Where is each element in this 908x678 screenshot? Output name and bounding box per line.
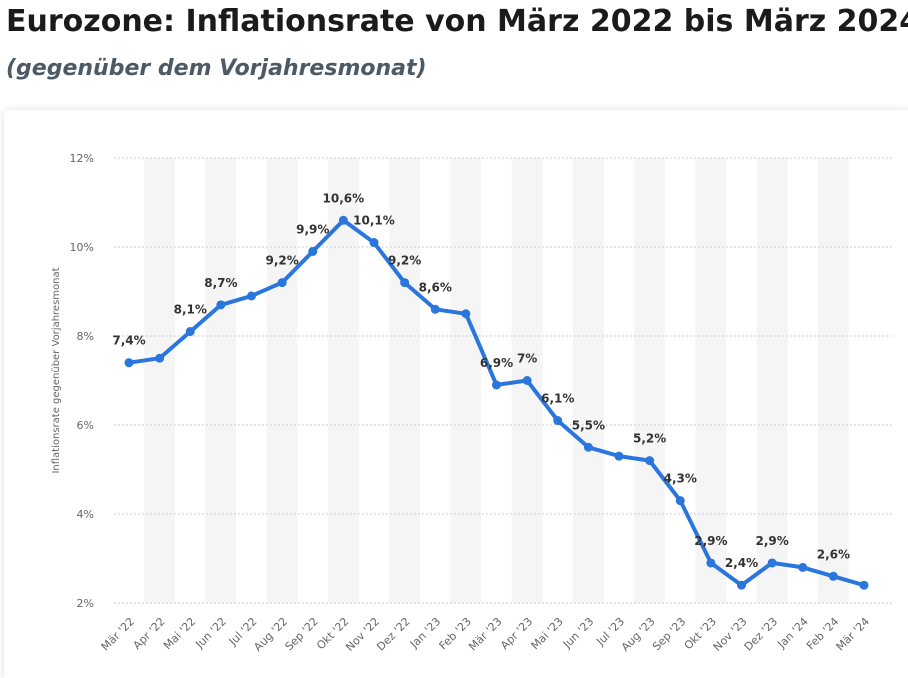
x-tick-label: Mai '23 [529, 615, 566, 652]
page-title: Eurozone: Inflationsrate von März 2022 b… [6, 4, 908, 39]
data-label: 2,9% [694, 534, 727, 548]
column-bands [144, 158, 849, 603]
data-point[interactable] [461, 309, 471, 319]
y-tick-label: 8% [77, 330, 94, 343]
column-band [266, 158, 298, 603]
inflation-line-chart: 2% 4% 6% 8% 10% 12% Inflationsrate gegenüber … [51, 152, 892, 654]
column-band [818, 158, 849, 603]
data-point[interactable] [400, 278, 410, 288]
data-label: 7,4% [112, 334, 145, 348]
data-point[interactable] [767, 558, 777, 568]
x-tick-label: Nov '22 [343, 615, 382, 654]
data-points [124, 215, 869, 590]
chart-card: 2% 4% 6% 8% 10% 12% Inflationsrate gegenüber … [4, 110, 908, 678]
data-label: 6,1% [541, 392, 574, 406]
data-label: 7% [517, 352, 537, 366]
x-tick-label: Mär '22 [99, 615, 137, 653]
x-tick-label: Apr '23 [498, 615, 535, 652]
data-label: 6,9% [480, 356, 513, 370]
data-label: 8,7% [204, 276, 237, 290]
y-gridlines [114, 157, 892, 604]
y-tick-label: 10% [70, 241, 94, 254]
data-point[interactable] [859, 580, 869, 590]
column-band [144, 158, 175, 603]
data-label: 2,4% [725, 556, 758, 570]
data-label: 9,2% [388, 254, 421, 268]
data-label: 5,5% [572, 418, 605, 432]
data-point[interactable] [798, 562, 808, 572]
data-point[interactable] [216, 300, 226, 310]
column-band [389, 158, 420, 603]
data-label: 4,3% [664, 472, 697, 486]
data-label: 10,1% [353, 214, 395, 228]
y-tick-label: 2% [77, 597, 94, 610]
data-point[interactable] [369, 238, 379, 248]
column-band [573, 158, 604, 603]
x-tick-label: Aug '23 [619, 615, 658, 654]
y-tick-labels: 2% 4% 6% 8% 10% 12% [70, 152, 94, 610]
column-band [205, 158, 237, 603]
x-tick-label: Dez '22 [374, 615, 413, 654]
data-point[interactable] [155, 353, 165, 363]
data-label: 9,9% [296, 222, 329, 236]
data-point[interactable] [247, 291, 256, 301]
x-tick-label: Mär '24 [834, 615, 872, 653]
data-label: 2,6% [817, 547, 850, 561]
data-label: 8,1% [174, 303, 207, 317]
data-point[interactable] [492, 380, 501, 390]
y-tick-label: 12% [70, 152, 94, 165]
data-point[interactable] [338, 215, 348, 225]
data-point[interactable] [675, 496, 685, 506]
y-tick-label: 6% [77, 419, 94, 432]
x-tick-label: Mai '22 [161, 615, 198, 652]
data-label: 8,6% [419, 280, 452, 294]
data-point[interactable] [277, 278, 287, 288]
data-point[interactable] [308, 246, 318, 256]
x-tick-label: Nov '23 [711, 615, 750, 654]
inflation-series-line [127, 218, 866, 588]
data-point[interactable] [737, 580, 746, 590]
x-tick-label: Dez '23 [742, 615, 781, 654]
data-label: 5,2% [633, 432, 666, 446]
page-subtitle: (gegenüber dem Vorjahresmonat) [6, 56, 427, 81]
x-tick-label: Sep '22 [283, 615, 321, 653]
x-tick-label: Mär '23 [466, 615, 504, 653]
y-tick-label: 4% [77, 508, 94, 521]
column-band [756, 158, 788, 603]
data-labels: 7,4% 8,1% 8,7% 9,2% 9,9% 10,6% 10,1% 9,2% 8,6% 6,… [112, 191, 850, 570]
column-band [450, 158, 482, 603]
x-tick-label: Aug '22 [251, 615, 290, 654]
data-point[interactable] [828, 571, 838, 581]
data-point[interactable] [645, 456, 655, 466]
x-tick-label: Apr '22 [131, 615, 168, 652]
data-label: 9,2% [265, 254, 298, 268]
data-point[interactable] [124, 358, 134, 368]
data-point[interactable] [706, 558, 716, 568]
x-tick-label: Jun '22 [192, 615, 229, 652]
data-point[interactable] [430, 304, 440, 314]
data-point[interactable] [553, 416, 563, 426]
data-point[interactable] [583, 442, 593, 452]
data-point[interactable] [185, 327, 195, 337]
data-label: 10,6% [323, 191, 365, 205]
x-tick-label: Sep '23 [650, 615, 688, 653]
column-band [634, 158, 665, 603]
data-label: 2,9% [755, 534, 788, 548]
data-point[interactable] [522, 376, 532, 385]
data-point[interactable] [614, 451, 624, 461]
y-axis-label: Inflationsrate gegenüber Vorjahresmonat [51, 267, 62, 473]
x-tick-label: Jun '23 [560, 615, 597, 652]
column-band [695, 158, 727, 603]
